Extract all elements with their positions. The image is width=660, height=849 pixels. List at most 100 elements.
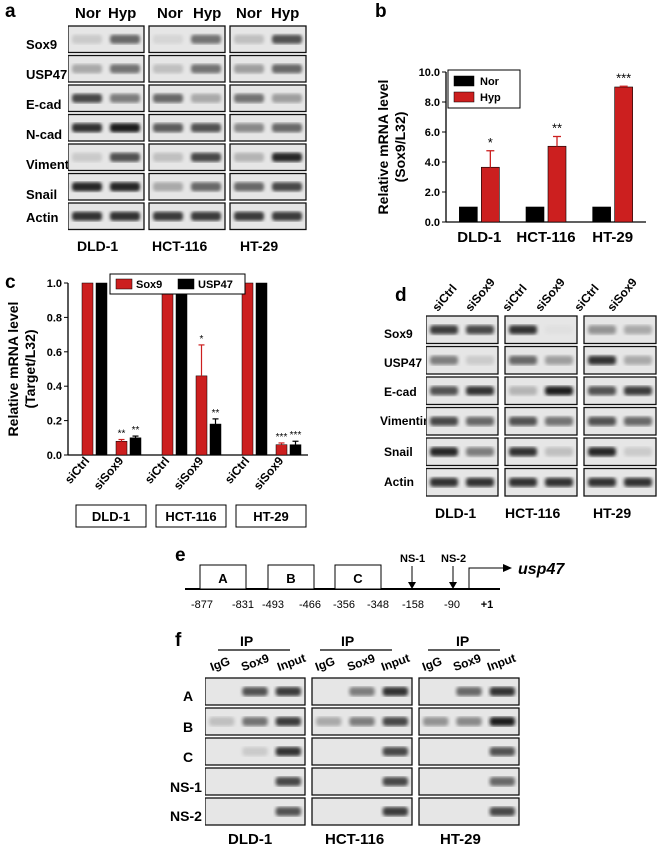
legend-label: Sox9	[136, 279, 162, 291]
y-tick-label: 0.4	[47, 381, 63, 393]
ip-label: IP	[341, 633, 355, 649]
condition-label: Hyp	[108, 5, 137, 22]
position-label: -831	[232, 599, 254, 611]
significance-marker: ***	[616, 70, 631, 85]
bar-usp47	[175, 282, 188, 456]
bar-sox9	[115, 440, 128, 456]
region-label: NS-2	[170, 808, 202, 824]
lane-label: IgG	[313, 654, 337, 674]
blot-strip	[583, 406, 657, 436]
blot-strip	[68, 25, 145, 54]
category-label: HCT-116	[516, 229, 575, 246]
y-tick-label: 0.8	[47, 312, 62, 324]
condition-label: siSox9	[251, 454, 287, 493]
y-tick-label: 0.0	[425, 217, 440, 229]
y-tick-label: 8.0	[425, 97, 440, 109]
blot-strip	[583, 376, 657, 406]
lane-label: Input	[379, 650, 412, 674]
lane-label: Sox9	[239, 651, 271, 674]
y-axis-label: Relative mRNA level(Sox9/L32)	[375, 80, 408, 215]
panel-label-c: c	[5, 272, 16, 293]
blot-strip	[205, 797, 306, 826]
blot-strip	[504, 315, 578, 345]
y-tick-label: 4.0	[425, 157, 440, 169]
region-label: C	[353, 571, 363, 586]
blot-strip	[229, 84, 307, 113]
significance-marker: **	[212, 408, 220, 419]
protein-label: USP47	[26, 67, 68, 82]
blot-strip	[426, 437, 499, 467]
blot-grid-d	[426, 315, 657, 497]
ip-label: IP	[456, 633, 470, 649]
lane-label: Sox9	[451, 651, 483, 674]
position-label: -158	[402, 599, 424, 611]
significance-marker: *	[200, 334, 204, 345]
significance-marker: ***	[276, 432, 288, 443]
blot-strip	[68, 84, 145, 113]
condition-label: siSox9	[462, 275, 498, 314]
legend: Sox9 USP47	[109, 273, 246, 295]
ip-brackets	[218, 649, 500, 651]
condition-label: Hyp	[193, 5, 222, 22]
bar-usp47	[209, 423, 222, 456]
blot-strip	[148, 84, 226, 113]
blot-strip	[205, 767, 306, 796]
y-axis-label: Relative mRNA level(Target/L32)	[5, 302, 38, 437]
blot-strip	[426, 406, 499, 436]
protein-label: Snail	[384, 445, 413, 459]
bar-sox9	[161, 282, 174, 456]
blot-strip	[229, 143, 307, 172]
blot-strip	[426, 345, 499, 375]
legend-swatch	[453, 91, 475, 103]
group-box	[75, 504, 147, 528]
cell-line-label: HCT-116	[505, 505, 561, 521]
blot-strip	[583, 437, 657, 467]
blot-strip	[205, 677, 306, 706]
condition-label: siSox9	[171, 454, 207, 493]
panel-label-f: f	[175, 630, 182, 651]
y-tick-label: 0.6	[47, 347, 62, 359]
bar-usp47	[95, 282, 108, 456]
blot-strip	[418, 797, 520, 826]
condition-label: siSox9	[91, 454, 127, 493]
protein-label: Vimentin	[26, 157, 81, 172]
condition-label: siCtrl	[429, 281, 460, 314]
y-tick-label: 6.0	[425, 127, 440, 139]
category-label: HT-29	[592, 229, 633, 246]
region-box-b	[267, 564, 315, 590]
category-label: DLD-1	[457, 229, 501, 246]
significance-marker: ***	[290, 430, 302, 441]
protein-label: Vimentin	[380, 414, 431, 428]
condition-label: Nor	[236, 5, 262, 22]
blot-strip	[68, 143, 145, 172]
condition-label: siCtrl	[222, 454, 252, 487]
protein-label: E-cad	[384, 385, 417, 399]
significance-marker: **	[118, 429, 126, 440]
position-label: +1	[481, 599, 494, 611]
region-label: A	[183, 688, 194, 704]
blot-strip	[426, 376, 499, 406]
panel-label-d: d	[395, 285, 407, 306]
blot-strip	[148, 54, 226, 83]
group-box	[155, 504, 227, 528]
bar-sox9	[195, 375, 208, 456]
region-box-c	[334, 564, 382, 590]
blot-strip	[583, 345, 657, 375]
blot-strip	[68, 54, 145, 83]
blot-strip	[504, 376, 578, 406]
legend-swatch	[115, 278, 133, 290]
cell-line-label: HCT-116	[152, 238, 208, 254]
tss-arrowhead	[503, 564, 512, 572]
condition-label: Hyp	[271, 5, 300, 22]
ip-label: IP	[240, 633, 254, 649]
chart-c: Relative mRNA level(Target/L32) 0.0 0.2 0.4…	[5, 273, 308, 528]
bar-nor	[525, 206, 545, 223]
cell-line-label: DLD-1	[435, 505, 477, 521]
promoter-diagram: A B C NS-1 NS-2 usp47 -877 -831 -493 -46…	[185, 553, 565, 611]
blot-strip	[583, 315, 657, 345]
blot-strip	[418, 707, 520, 736]
legend: Nor Hyp	[447, 69, 521, 109]
bar-usp47	[289, 444, 302, 456]
group-label: DLD-1	[92, 509, 130, 524]
bar-usp47	[129, 437, 142, 456]
